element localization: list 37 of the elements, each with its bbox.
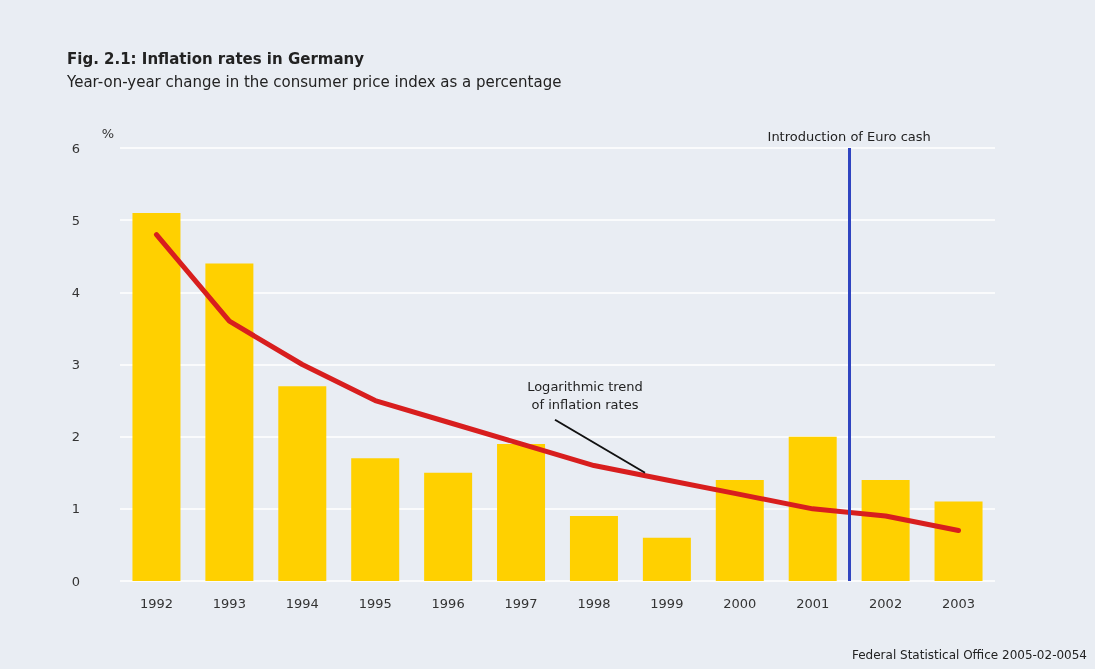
chart-title: Fig. 2.1: Inflation rates in Germany <box>67 49 365 68</box>
bar <box>715 479 764 581</box>
x-tick-label: 1993 <box>212 596 246 611</box>
x-tick-label: 2003 <box>941 596 976 611</box>
text: Federal Statistical Office 2005-02-0054 <box>851 648 1088 662</box>
y-tick-label: 0 <box>71 573 80 589</box>
chart-subtitle: Year-on-year change in the consumer price index as a percentage <box>66 72 562 91</box>
bar <box>497 443 546 581</box>
bar <box>569 516 618 581</box>
x-tick-label: 2000 <box>723 596 757 611</box>
y-tick-label: 6 <box>71 140 80 156</box>
x-tick-label: 1999 <box>650 596 684 611</box>
x-tick-label: 2002 <box>869 596 903 611</box>
bar <box>642 537 691 581</box>
y-tick-label: 2 <box>71 429 80 445</box>
x-tick-label: 1992 <box>139 596 174 611</box>
bar <box>861 479 910 581</box>
bar <box>788 436 837 581</box>
x-tick-label: 2001 <box>796 596 830 611</box>
y-tick-label: 3 <box>71 357 80 372</box>
x-tick-label: 1996 <box>431 596 465 611</box>
x-tick-label: 1994 <box>285 596 319 611</box>
x-tick-label: 1997 <box>504 596 538 611</box>
bar <box>424 472 473 581</box>
bar <box>278 386 327 581</box>
bar <box>934 501 983 581</box>
y-tick-label: 1 <box>71 501 80 517</box>
y-tick-label: 5 <box>71 212 80 228</box>
bar <box>132 212 181 581</box>
annotation: Logarithmic trend of inflation rates <box>527 379 643 413</box>
bar <box>205 263 254 581</box>
x-tick-label: 1998 <box>577 596 611 611</box>
y-axis-title: % <box>101 126 114 141</box>
x-tick-label: 1995 <box>358 596 392 611</box>
ref-line-label: Introduction of Euro cash <box>767 129 931 144</box>
y-tick-label: 4 <box>71 284 80 300</box>
bar <box>351 458 400 581</box>
